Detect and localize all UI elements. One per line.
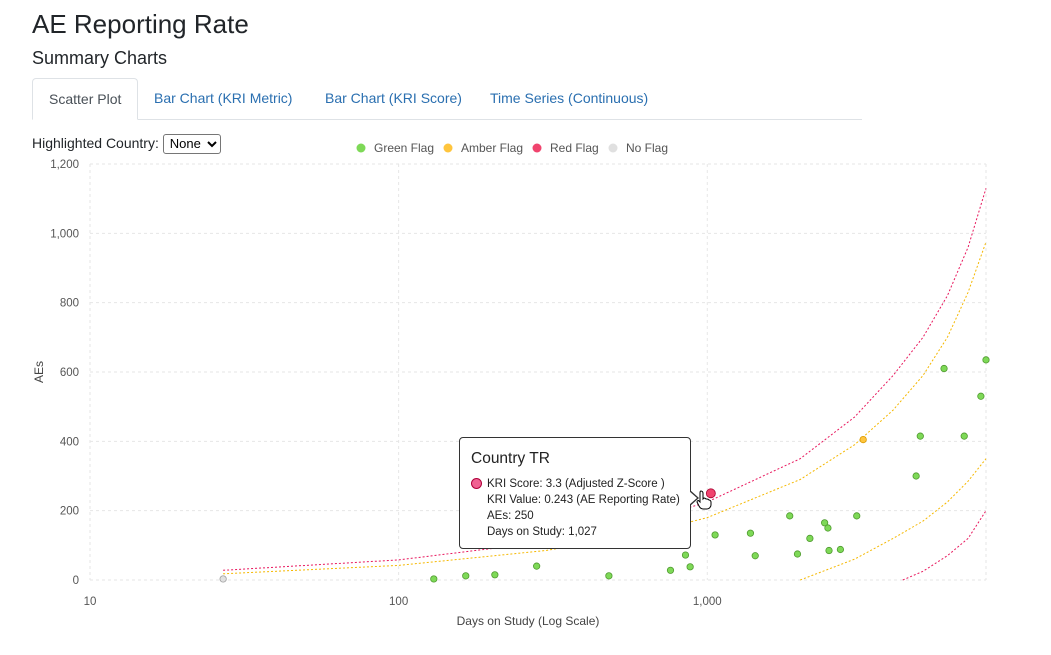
data-point xyxy=(430,575,438,583)
data-point xyxy=(982,356,990,364)
data-point xyxy=(821,519,829,527)
legend-label: Amber Flag xyxy=(461,141,523,155)
legend-label: Green Flag xyxy=(374,141,434,155)
legend-swatch xyxy=(356,143,366,153)
data-point xyxy=(960,432,968,440)
legend-swatch xyxy=(443,143,453,153)
data-point xyxy=(793,550,802,558)
y-tick-label: 800 xyxy=(60,298,79,310)
tooltip-title: Country TR xyxy=(471,450,550,467)
tooltip-kri-score: KRI Score: 3.3 (Adjusted Z-Score ) xyxy=(470,476,680,492)
data-point xyxy=(533,562,541,570)
data-point xyxy=(462,572,470,580)
data-point xyxy=(681,551,690,559)
data-point xyxy=(836,545,845,554)
data-point xyxy=(853,512,861,520)
chart-legend: Green Flag Amber Flag Red Flag No Flag xyxy=(356,141,668,155)
y-tick-label: 0 xyxy=(73,575,79,587)
y-tick-label: 200 xyxy=(60,506,79,518)
data-point xyxy=(940,364,948,373)
threshold-line xyxy=(223,241,987,575)
data-point xyxy=(977,392,985,400)
tooltip-kri-value: KRI Value: 0.243 (AE Reporting Rate) xyxy=(487,494,680,506)
legend-label: Red Flag xyxy=(550,141,599,155)
threshold-line xyxy=(902,510,987,581)
data-point xyxy=(746,529,755,537)
data-point xyxy=(711,531,719,539)
data-point xyxy=(686,563,694,571)
tab-bar-chart-kri-score[interactable]: Bar Chart (KRI Score) xyxy=(325,90,462,106)
data-point xyxy=(666,566,675,574)
legend-swatch xyxy=(608,143,618,153)
data-point xyxy=(806,534,814,542)
data-point xyxy=(824,524,832,532)
highlight-country-label: Highlighted Country: xyxy=(32,135,159,151)
chart-grid xyxy=(89,163,987,581)
data-point xyxy=(219,575,227,583)
tooltip-aes: AEs: 250 xyxy=(487,510,534,522)
tab-scatter-plot[interactable]: Scatter Plot xyxy=(32,78,139,120)
y-tick-label: 400 xyxy=(60,436,79,448)
point-tooltip: Country TR KRI Score: 3.3 (Adjusted Z-Sc… xyxy=(459,437,699,549)
x-tick-label: 100 xyxy=(389,596,408,608)
x-tick-label: 10 xyxy=(84,596,97,608)
chart-tabs: Scatter Plot Bar Chart (KRI Metric) Bar … xyxy=(32,78,862,120)
tooltip-swatch-icon xyxy=(471,478,482,489)
legend-swatch xyxy=(532,143,542,153)
data-point xyxy=(786,512,794,520)
tab-time-series-continuous[interactable]: Time Series (Continuous) xyxy=(490,90,649,106)
tooltip-kri-score-text: KRI Score: 3.3 (Adjusted Z-Score ) xyxy=(487,478,665,490)
data-point xyxy=(491,571,499,579)
tab-bar-chart-kri-metric[interactable]: Bar Chart (KRI Metric) xyxy=(154,90,293,106)
data-point xyxy=(605,572,613,580)
data-point xyxy=(705,488,716,499)
highlight-country-row: Highlighted Country: None xyxy=(32,133,221,154)
y-tick-label: 1,000 xyxy=(50,228,79,240)
data-point xyxy=(751,552,759,560)
highlight-country-select[interactable]: None xyxy=(162,133,221,154)
y-tick-label: 1,200 xyxy=(50,159,79,171)
threshold-lines xyxy=(223,188,987,581)
x-tick-label: 1,000 xyxy=(693,596,722,608)
hand-pointer-icon xyxy=(696,490,712,510)
y-axis-label: AEs xyxy=(32,361,46,383)
page-title: AE Reporting Rate xyxy=(32,9,249,39)
threshold-line xyxy=(800,458,987,581)
x-axis-label: Days on Study (Log Scale) xyxy=(457,614,600,628)
y-tick-label: 600 xyxy=(60,367,79,379)
data-point xyxy=(825,546,833,555)
page-subtitle: Summary Charts xyxy=(32,48,168,68)
scatter-chart: 0 200 400 600 800 1,000 1,200 10 100 1,000 Days on… xyxy=(32,141,990,628)
data-point xyxy=(912,472,920,480)
legend-label: No Flag xyxy=(626,141,668,155)
chart-axes: 0 200 400 600 800 1,000 1,200 10 100 1,000 Days on… xyxy=(32,159,722,628)
data-point xyxy=(859,435,867,444)
tooltip-days: Days on Study: 1,027 xyxy=(487,526,597,538)
data-point xyxy=(916,432,924,440)
